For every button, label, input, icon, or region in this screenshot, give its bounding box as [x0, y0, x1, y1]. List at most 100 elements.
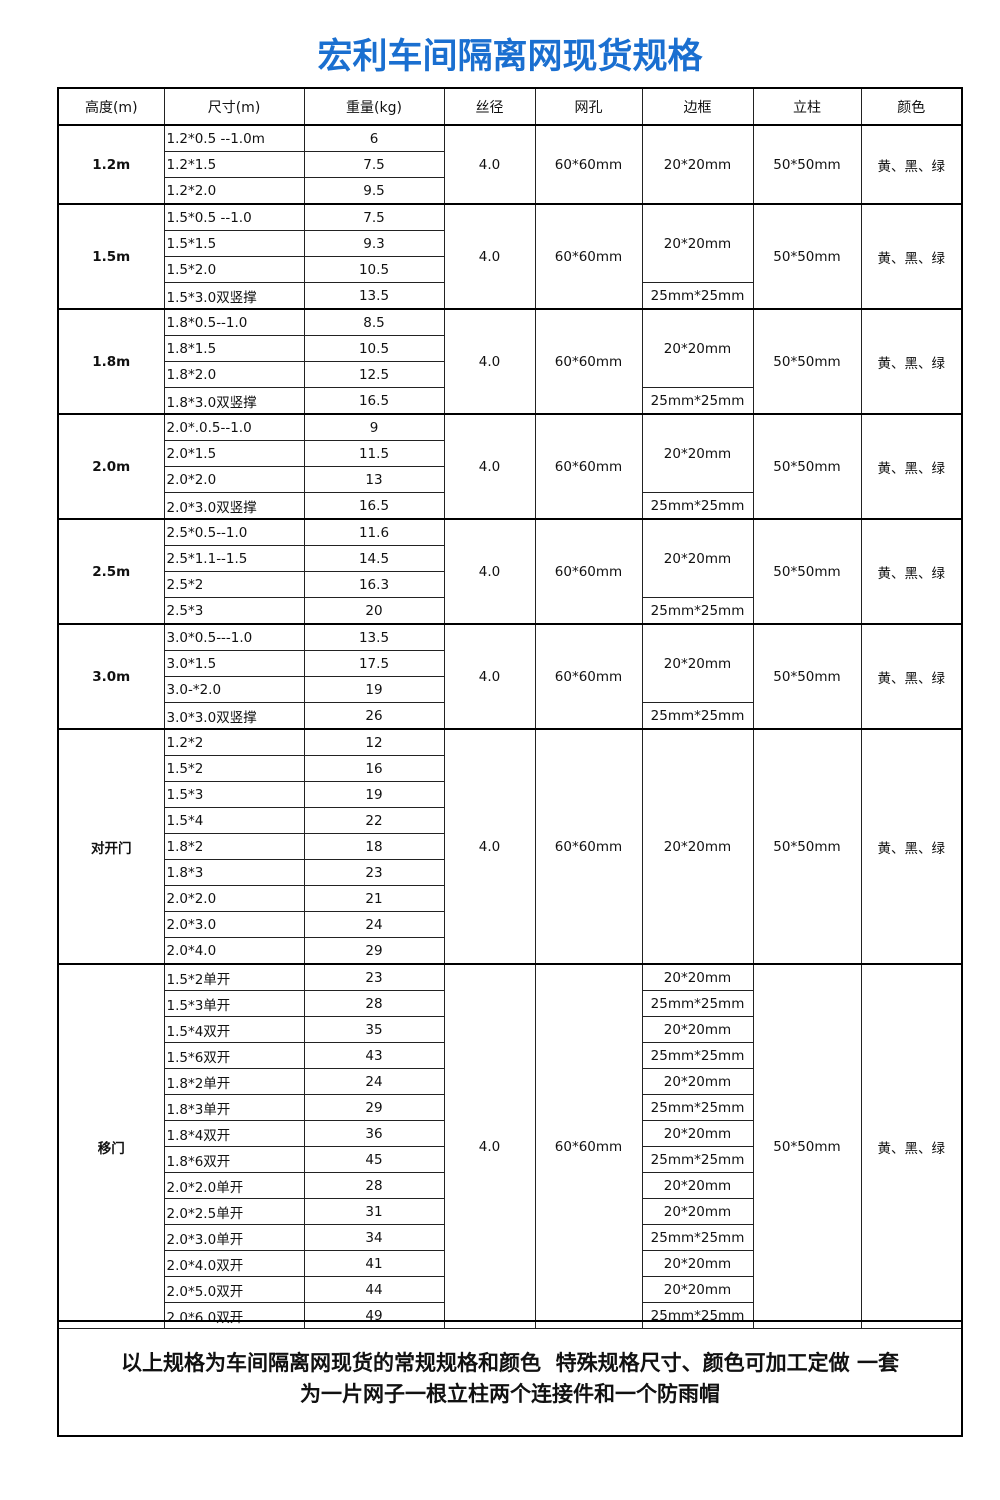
table-row: 1.8*2单开 24 20*20mm — [58, 1068, 962, 1095]
weight-cell: 16 — [303, 755, 445, 782]
weight-cell: 34 — [303, 1224, 445, 1251]
table-row: 1.5*1.5 9.3 — [58, 230, 962, 257]
height-cell: 对开门 — [57, 728, 165, 965]
mesh-cell: 60*60mm — [534, 728, 643, 965]
weight-cell: 17.5 — [303, 650, 445, 677]
table-row: 3.0m 3.0*0.5---1.0 13.5 4.0 60*60mm 20*20mm 50… — [57, 623, 963, 730]
frame-cell: 20*20mm — [641, 963, 754, 991]
size-cell: 2.0*4.0 — [163, 937, 305, 965]
frame-cell: 20*20mm — [641, 1276, 754, 1303]
frame-cell: 20*20mm — [641, 1172, 754, 1199]
table-row: 2.0*3.0单开 34 25mm*25mm — [58, 1224, 962, 1251]
size-cell: 2.0*1.5 — [163, 440, 305, 467]
weight-cell: 7.5 — [303, 151, 445, 178]
post-cell: 50*50mm — [752, 413, 862, 520]
table-row: 1.2*1.5 7.5 — [58, 151, 962, 178]
frame-cell: 20*20mm — [641, 1068, 754, 1095]
height-cell: 移门 — [57, 963, 165, 1329]
frame-cell: 25mm*25mm — [641, 1146, 754, 1173]
weight-cell: 14.5 — [303, 545, 445, 572]
frame-cell: 20*20mm — [641, 1198, 754, 1225]
size-cell: 1.5*3单开 — [163, 990, 305, 1017]
table-row: 2.5*3 20 25mm*25mm — [58, 597, 962, 625]
size-cell: 1.5*4双开 — [163, 1016, 305, 1043]
weight-cell: 16.5 — [303, 492, 445, 520]
size-cell: 2.0*3.0双竖撑 — [163, 492, 305, 520]
size-cell: 1.8*1.5 — [163, 335, 305, 362]
post-cell: 50*50mm — [752, 623, 862, 730]
size-cell: 3.0*3.0双竖撑 — [163, 702, 305, 730]
table-row: 对开门 1.2*2 12 4.0 60*60mm 20*20mm 50*50mm 黄、黑、绿 — [57, 728, 963, 965]
frame-cell: 25mm*25mm — [641, 492, 754, 520]
weight-cell: 21 — [303, 885, 445, 912]
frame-cell: 25mm*25mm — [641, 387, 754, 415]
weight-cell: 28 — [303, 990, 445, 1017]
table-row: 1.5m 1.5*0.5 --1.0 7.5 4.0 60*60mm 20*20mm 50*… — [57, 203, 963, 310]
size-cell: 2.0*.0.5--1.0 — [163, 413, 305, 441]
frame-cell: 25mm*25mm — [641, 702, 754, 730]
weight-cell: 29 — [303, 937, 445, 965]
spec-table: 高度(m) 尺寸(m) 重量(kg) 丝径 网孔 边框 立柱 颜色 1.2m 1.… — [57, 87, 963, 1329]
mesh-cell: 60*60mm — [534, 413, 643, 520]
table-row: 2.0*2.0 21 — [58, 885, 962, 912]
size-cell: 2.0*5.0双开 — [163, 1276, 305, 1303]
size-cell: 3.0*1.5 — [163, 650, 305, 677]
size-cell: 1.8*3单开 — [163, 1094, 305, 1121]
table-row: 3.0-*2.0 19 — [58, 676, 962, 703]
size-cell: 1.5*1.5 — [163, 230, 305, 257]
table-row: 1.5*4 22 — [58, 807, 962, 834]
size-cell: 2.0*3.0 — [163, 911, 305, 938]
frame-cell: 25mm*25mm — [641, 990, 754, 1017]
table-row: 2.0*2.0 13 — [58, 466, 962, 493]
footer-note: 以上规格为车间隔离网现货的常规规格和颜色 特殊规格尺寸、颜色可加工定做 一套 为… — [57, 1320, 963, 1437]
frame-cell: 20*20mm — [641, 1120, 754, 1147]
size-cell: 1.5*3 — [163, 781, 305, 808]
weight-cell: 13 — [303, 466, 445, 493]
weight-cell: 18 — [303, 833, 445, 860]
size-cell: 1.8*2.0 — [163, 361, 305, 388]
table-row: 1.8*4双开 36 20*20mm — [58, 1120, 962, 1147]
size-cell: 2.5*2 — [163, 571, 305, 598]
weight-cell: 26 — [303, 702, 445, 730]
wire-cell: 4.0 — [443, 203, 536, 310]
size-cell: 1.8*0.5--1.0 — [163, 308, 305, 336]
weight-cell: 29 — [303, 1094, 445, 1121]
post-cell: 50*50mm — [752, 124, 862, 205]
color-cell: 黄、黑、绿 — [860, 728, 963, 965]
wire-cell: 4.0 — [443, 963, 536, 1329]
size-cell: 1.5*0.5 --1.0 — [163, 203, 305, 231]
frame-cell: 20*20mm — [641, 203, 754, 283]
weight-cell: 11.6 — [303, 518, 445, 546]
weight-cell: 19 — [303, 781, 445, 808]
weight-cell: 45 — [303, 1146, 445, 1173]
mesh-cell: 60*60mm — [534, 203, 643, 310]
header-post: 立柱 — [752, 87, 862, 126]
header-row: 高度(m) 尺寸(m) 重量(kg) 丝径 网孔 边框 立柱 颜色 — [57, 87, 963, 126]
frame-cell: 25mm*25mm — [641, 1094, 754, 1121]
header-mesh: 网孔 — [534, 87, 643, 126]
color-cell: 黄、黑、绿 — [860, 124, 963, 205]
wire-cell: 4.0 — [443, 308, 536, 415]
frame-cell: 25mm*25mm — [641, 1042, 754, 1069]
size-cell: 1.2*1.5 — [163, 151, 305, 178]
size-cell: 2.0*4.0双开 — [163, 1250, 305, 1277]
color-cell: 黄、黑、绿 — [860, 623, 963, 730]
table-row: 1.8m 1.8*0.5--1.0 8.5 4.0 60*60mm 20*20mm 50*5… — [57, 308, 963, 415]
size-cell: 2.5*3 — [163, 597, 305, 625]
weight-cell: 10.5 — [303, 335, 445, 362]
table-row: 2.0*6.0双开 49 25mm*25mm — [58, 1302, 962, 1329]
size-cell: 1.8*3.0双竖撑 — [163, 387, 305, 415]
frame-cell: 25mm*25mm — [641, 1224, 754, 1251]
weight-cell: 49 — [303, 1302, 445, 1329]
size-cell: 3.0-*2.0 — [163, 676, 305, 703]
height-cell: 1.2m — [57, 124, 165, 205]
frame-cell: 20*20mm — [641, 518, 754, 598]
weight-cell: 19 — [303, 676, 445, 703]
size-cell: 1.5*2 — [163, 755, 305, 782]
frame-cell: 20*20mm — [641, 1250, 754, 1277]
height-cell: 1.8m — [57, 308, 165, 415]
wire-cell: 4.0 — [443, 413, 536, 520]
weight-cell: 10.5 — [303, 256, 445, 283]
wire-cell: 4.0 — [443, 728, 536, 965]
weight-cell: 24 — [303, 911, 445, 938]
